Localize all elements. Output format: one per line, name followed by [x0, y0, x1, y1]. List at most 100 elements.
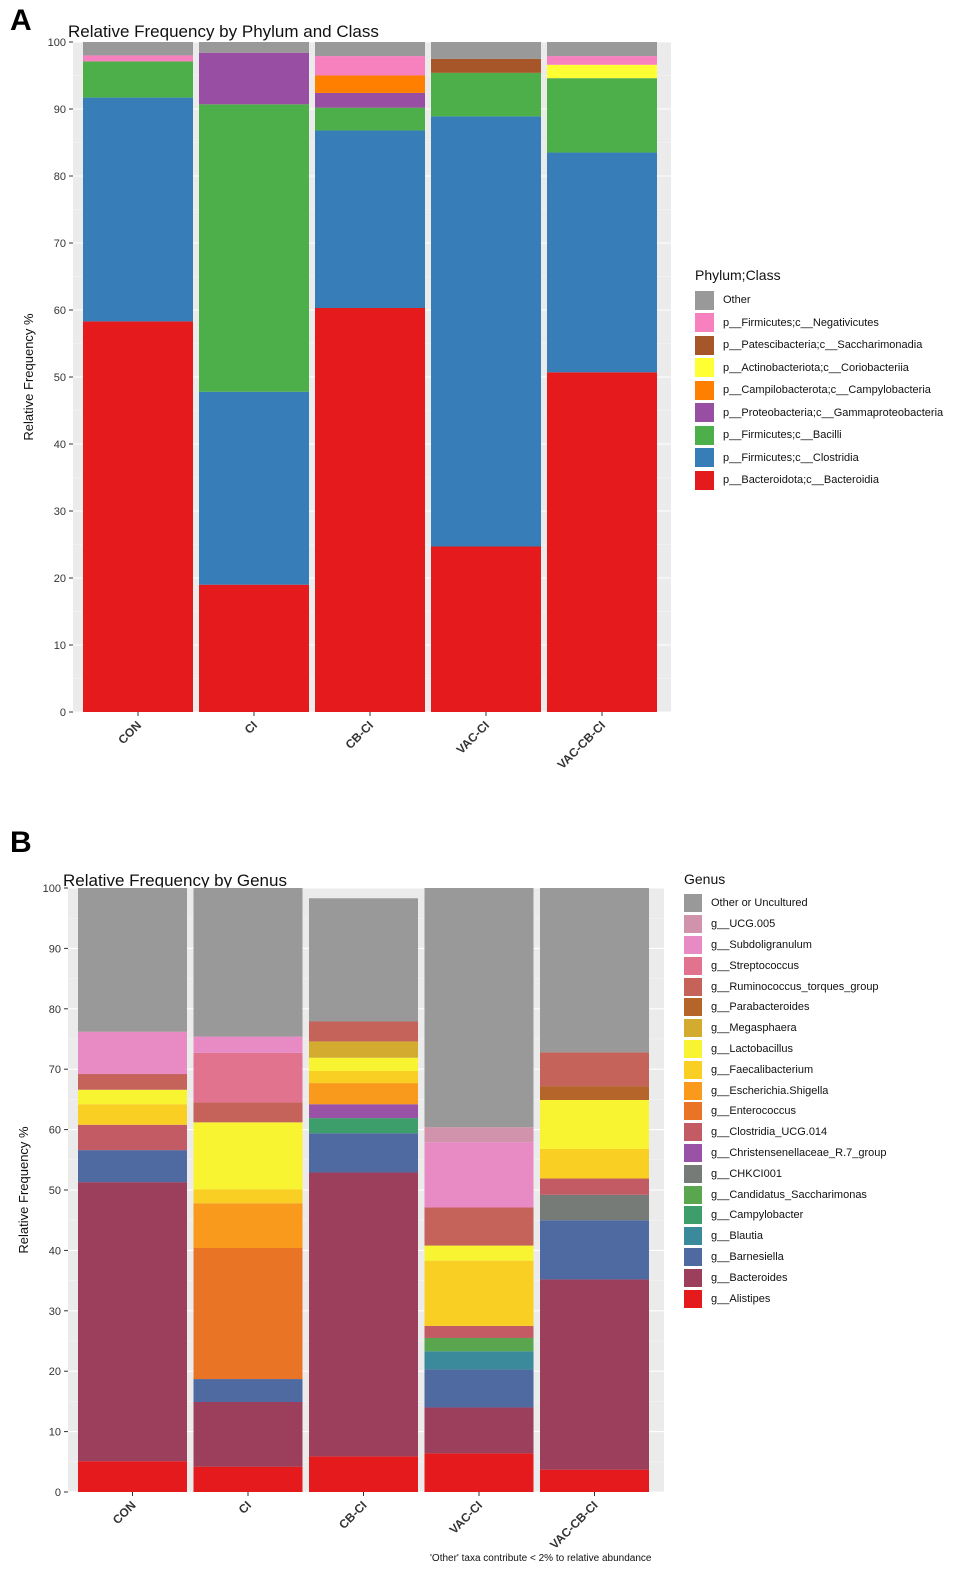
- legend-label: p__Firmicutes;c__Bacilli: [723, 429, 842, 442]
- bar-segment: [431, 546, 541, 712]
- legend-swatch: [684, 1227, 702, 1246]
- legend-item: p__Campilobacterota;c__Campylobacteria: [695, 379, 943, 402]
- legend-swatch: [684, 956, 702, 975]
- bar-segment: [199, 52, 309, 105]
- bar-segment: [431, 58, 541, 73]
- legend: Phylum;Class Other p__Firmicutes;c__Negat…: [695, 267, 943, 492]
- legend-item: g__UCG.005: [684, 914, 887, 935]
- x-tick-label: VAC-CI: [447, 1498, 486, 1537]
- legend-swatch: [695, 290, 714, 310]
- bar-segment: [193, 1189, 303, 1204]
- legend-item: g__Blautia: [684, 1226, 887, 1247]
- bar-segment: [309, 1057, 418, 1072]
- legend: Genus Other or Uncultured g__UCG.005 g__Su…: [684, 871, 887, 1309]
- legend-label: g__Barnesiella: [711, 1250, 784, 1263]
- legend-label: g__Candidatus_Saccharimonas: [711, 1188, 867, 1201]
- footnote: 'Other' taxa contribute < 2% to relative…: [430, 1553, 652, 1564]
- bar-segment: [540, 1220, 649, 1280]
- bar-segment: [193, 1052, 303, 1103]
- bar-segment: [540, 888, 649, 1053]
- bar-segment: [547, 372, 657, 712]
- legend-label: g__Streptococcus: [711, 959, 800, 972]
- y-tick-label: 30: [54, 506, 66, 518]
- legend-swatch: [684, 1164, 702, 1183]
- legend-item: g__Faecalibacterium: [684, 1059, 887, 1080]
- bar-segment: [315, 42, 425, 57]
- bar-segment: [547, 56, 657, 65]
- legend-label: g__Enterococcus: [711, 1105, 796, 1118]
- x-tick-label: CB-CI: [343, 718, 376, 751]
- bar-segment: [540, 1086, 649, 1101]
- legend-swatch: [684, 894, 702, 913]
- legend-item: p__Bacteroidota;c__Bacteroidia: [695, 469, 943, 492]
- y-tick-label: 90: [54, 104, 66, 116]
- legend-label: p__Proteobacteria;c__Gammaproteobacteria: [723, 406, 944, 419]
- bar-segment: [83, 55, 193, 62]
- legend-label: p__Campilobacterota;c__Campylobacteria: [723, 384, 931, 397]
- legend-label: g__Campylobacter: [711, 1209, 804, 1222]
- legend-label: g__Blautia: [711, 1230, 763, 1243]
- legend-swatch: [695, 403, 714, 423]
- bar-segment: [193, 1036, 303, 1053]
- legend-label: g__Parabacteroides: [711, 1001, 810, 1014]
- legend-swatch: [695, 425, 714, 445]
- y-tick-label: 10: [54, 640, 66, 652]
- x-tick-label: CON: [110, 1498, 139, 1527]
- chart-b: CON CI CB-CI VAC-CI VAC-CB-CI 0 10 20 30 40 50 60 70…: [16, 883, 664, 1552]
- bar-segment: [424, 1453, 534, 1492]
- bar-segment: [424, 1351, 534, 1370]
- bar-segment: [83, 97, 193, 322]
- bar-segment: [424, 1142, 534, 1208]
- panel-letter: A: [10, 4, 32, 37]
- legend-item: g__Alistipes: [684, 1288, 887, 1309]
- legend-swatch: [695, 335, 714, 355]
- bar-segment: [83, 42, 193, 56]
- legend-swatch: [684, 1019, 702, 1038]
- legend-swatch: [684, 1143, 702, 1162]
- bar-segment: [78, 1089, 187, 1105]
- x-tick-label: CON: [115, 718, 144, 747]
- legend-item: p__Firmicutes;c__Negativicutes: [695, 312, 943, 335]
- bar-segment: [309, 1118, 418, 1134]
- bar-segment: [431, 72, 541, 117]
- y-tick-label: 20: [49, 1366, 61, 1378]
- legend-swatch: [684, 1185, 702, 1204]
- bar-segment: [193, 1402, 303, 1467]
- bar-segment: [547, 78, 657, 153]
- legend-swatch: [684, 1060, 702, 1079]
- legend-swatch: [695, 358, 714, 378]
- legend-swatch: [684, 1123, 702, 1142]
- legend-swatch: [684, 1102, 702, 1121]
- legend-title: Phylum;Class: [695, 267, 781, 283]
- y-tick-label: 70: [54, 238, 66, 250]
- bar-segment: [315, 307, 425, 712]
- y-tick-label: 80: [49, 1004, 61, 1016]
- bar-segment: [540, 1052, 649, 1087]
- y-tick-label: 90: [49, 943, 61, 955]
- legend-label: g__Escherichia.Shigella: [711, 1084, 829, 1097]
- y-tick-label: 50: [54, 372, 66, 384]
- bar-segment: [309, 1133, 418, 1173]
- bar-segment: [547, 42, 657, 57]
- bar-segment: [78, 1074, 187, 1090]
- bar-segment: [424, 1207, 534, 1246]
- legend-item: g__Christensenellaceae_R.7_group: [684, 1143, 887, 1164]
- legend-item: g__Candidatus_Saccharimonas: [684, 1184, 887, 1205]
- bar-segment: [309, 1071, 418, 1084]
- legend-swatch: [684, 1081, 702, 1100]
- bar-segment: [309, 1021, 418, 1042]
- legend-label: Other or Uncultured: [711, 897, 808, 910]
- legend-label: p__Firmicutes;c__Negativicutes: [723, 316, 879, 329]
- legend-item: p__Firmicutes;c__Clostridia: [695, 447, 943, 470]
- legend-item: Other or Uncultured: [684, 893, 887, 914]
- y-tick-label: 0: [55, 1487, 61, 1499]
- legend-swatch: [695, 313, 714, 333]
- x-tick-label: VAC-CB-CI: [555, 718, 609, 772]
- legend-item: g__Ruminococcus_torques_group: [684, 976, 887, 997]
- bar-segment: [424, 888, 534, 1128]
- legend-swatch: [695, 470, 714, 490]
- legend-label: g__Clostridia_UCG.014: [711, 1126, 828, 1139]
- bar-segment: [193, 1203, 303, 1248]
- legend-item: g__Lactobacillus: [684, 1039, 887, 1060]
